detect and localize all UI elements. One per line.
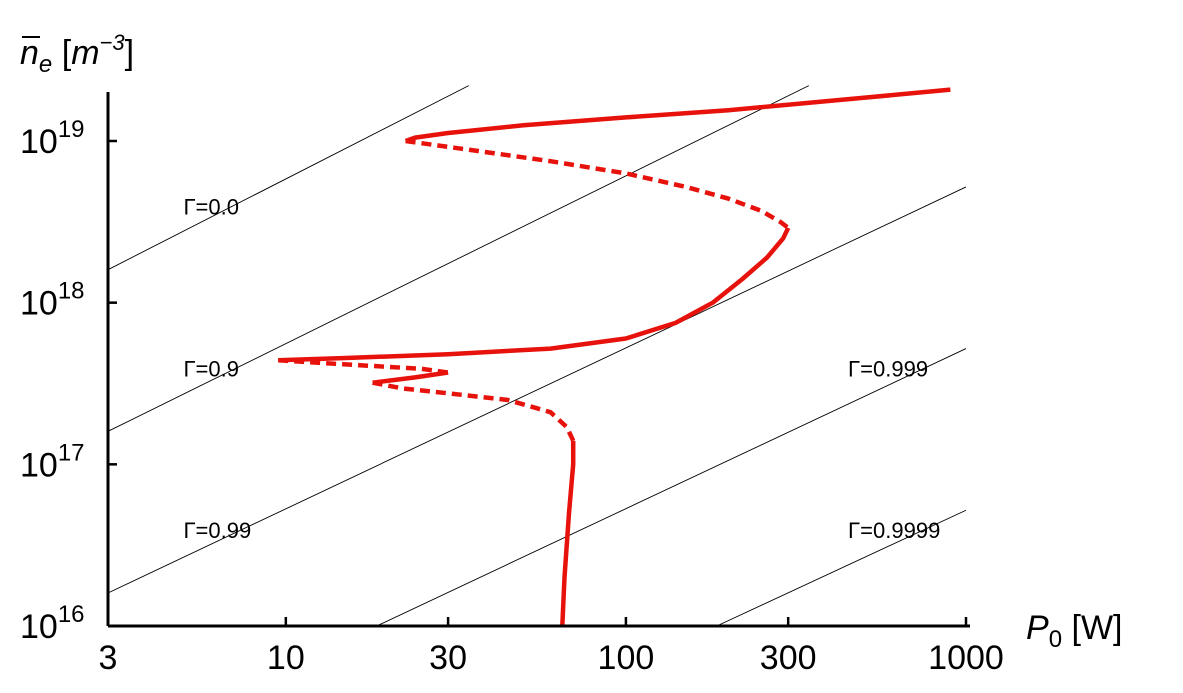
x-tick-label-1: 10 [267,639,305,677]
curve-segment-0-solid [404,87,951,144]
y-axis-unit-exponent: −3 [100,30,126,55]
curve-segment-5-dashed [372,380,576,442]
gamma-label-2: Γ=0.99 [183,518,251,543]
contour-lines [107,85,967,627]
y-axis-unit-close: ] [125,34,134,72]
y-axis-unit: m [71,34,99,72]
curve-segment-6-solid [560,440,576,627]
curve-segment-4-solid [372,370,449,385]
y-tick-label-1: 1017 [20,439,85,484]
data-curve [278,87,951,627]
gamma-label-0: Γ=0.0 [183,195,239,220]
y-axis-subscript: e [39,51,52,78]
x-axis-unit: [W] [1062,609,1122,647]
x-tick-label-5: 1000 [928,639,1004,677]
contour-line-2 [107,186,967,594]
y-axis-label: ne [m−3] [20,30,134,78]
curve-segment-2-solid [278,226,791,363]
contour-line-4 [716,509,967,627]
y-tick-label-2: 1018 [20,278,85,323]
x-axis-subscript: 0 [1049,626,1062,653]
curve-segment-3-dashed [278,358,449,375]
contour-line-3 [376,348,967,627]
x-tick-label-4: 300 [760,639,817,677]
x-tick-label-2: 30 [429,639,467,677]
contour-line-0 [107,85,469,271]
x-ticks: 3 10 30 100 300 1000 [99,617,1004,677]
gamma-label-4: Γ=0.9999 [848,518,940,543]
contour-line-1 [107,85,810,432]
gamma-label-3: Γ=0.999 [848,356,928,381]
x-axis-symbol: P [1026,609,1049,647]
curve-segment-1-dashed [405,138,790,230]
y-ticks: 1016 1017 1018 1019 [20,116,117,646]
y-tick-label-0: 1016 [20,601,85,646]
y-tick-label-3: 1019 [20,116,85,161]
x-axis-label: P0 [W] [1026,609,1122,653]
gamma-labels: Γ=0.0 Γ=0.9 Γ=0.99 Γ=0.999 Γ=0.9999 [183,195,940,543]
x-tick-label-0: 3 [99,639,118,677]
gamma-label-1: Γ=0.9 [183,356,239,381]
x-tick-label-3: 100 [598,639,655,677]
y-axis-symbol: n [20,34,39,72]
y-axis-unit-open: [ [52,34,71,72]
